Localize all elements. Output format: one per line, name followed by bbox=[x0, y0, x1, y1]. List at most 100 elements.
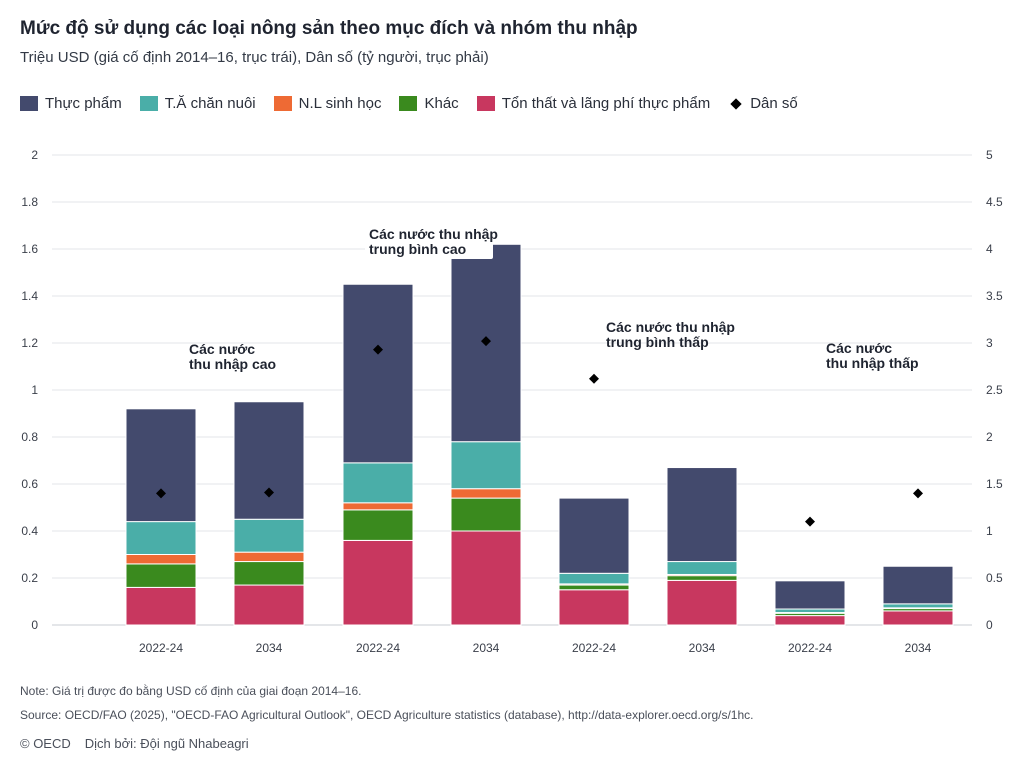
bar-segment-food bbox=[666, 467, 738, 563]
population-marker bbox=[481, 336, 491, 347]
group-label: thu nhập cao bbox=[189, 356, 276, 372]
legend-swatch-other bbox=[399, 96, 418, 111]
bar-segment-food bbox=[233, 401, 305, 520]
y2-tick-label: 4 bbox=[986, 242, 993, 256]
x-tick-label: 2034 bbox=[689, 641, 716, 655]
population-marker bbox=[373, 344, 383, 355]
bar-segment-other bbox=[342, 509, 414, 541]
legend-item-other[interactable]: Khác bbox=[399, 95, 459, 112]
y2-tick-label: 2 bbox=[986, 430, 993, 444]
bar-segment-loss bbox=[666, 579, 738, 626]
y2-tick-label: 4.5 bbox=[986, 195, 1003, 209]
population-marker bbox=[805, 516, 815, 527]
y-tick-label: 1 bbox=[31, 383, 38, 397]
legend-label-biofuel: N.L sinh học bbox=[298, 95, 382, 112]
bar-segment-loss bbox=[774, 615, 846, 626]
y-tick-label: 1.2 bbox=[21, 336, 38, 350]
bar-segment-biofuel bbox=[450, 488, 522, 499]
x-tick-label: 2022-24 bbox=[788, 641, 832, 655]
y-tick-label: 1.4 bbox=[21, 289, 38, 303]
y2-tick-label: 1.5 bbox=[986, 477, 1003, 491]
bar-segment-feed bbox=[125, 521, 197, 555]
population-marker bbox=[264, 487, 274, 498]
legend-item-feed[interactable]: T.Ă chăn nuôi bbox=[139, 95, 256, 112]
y-tick-label: 1.6 bbox=[21, 242, 38, 256]
y-tick-label: 0.4 bbox=[21, 524, 38, 538]
bar-segment-feed bbox=[558, 572, 630, 585]
legend-item-biofuel[interactable]: N.L sinh học bbox=[273, 95, 382, 112]
bar-segment-food bbox=[558, 497, 630, 574]
group-label: Các nước bbox=[189, 341, 255, 357]
bar-segment-feed bbox=[342, 462, 414, 504]
legend-label-population: Dân số bbox=[750, 95, 798, 112]
bar-segment-loss bbox=[450, 530, 522, 626]
x-tick-label: 2022-24 bbox=[356, 641, 400, 655]
legend-label-food: Thực phẩm bbox=[45, 95, 122, 112]
x-tick-label: 2034 bbox=[256, 641, 283, 655]
bar-segment-other bbox=[666, 575, 738, 581]
y-tick-label: 0.2 bbox=[21, 571, 38, 585]
y-tick-label: 0.8 bbox=[21, 430, 38, 444]
bar-segment-feed bbox=[666, 561, 738, 575]
population-marker bbox=[156, 488, 166, 499]
y2-tick-label: 0 bbox=[986, 618, 993, 632]
legend-label-feed: T.Ă chăn nuôi bbox=[164, 95, 256, 112]
x-tick-label: 2034 bbox=[905, 641, 932, 655]
group-label-background bbox=[365, 225, 493, 259]
bar-segment-feed bbox=[233, 518, 305, 553]
footer: © OECD Dịch bởi: Đội ngũ Nhabeagri bbox=[20, 736, 263, 751]
bar-segment-other bbox=[233, 561, 305, 586]
bar-segment-loss bbox=[558, 589, 630, 626]
chart-note: Note: Giá trị được đo bằng USD cố định c… bbox=[20, 684, 362, 698]
bar-segment-food bbox=[342, 283, 414, 464]
bar-segment-biofuel bbox=[125, 554, 197, 565]
legend-item-food[interactable]: Thực phẩm bbox=[20, 95, 122, 112]
y-tick-label: 2 bbox=[31, 148, 38, 162]
bar-segment-feed bbox=[882, 603, 954, 609]
legend-label-other: Khác bbox=[424, 95, 459, 112]
legend-swatch-food bbox=[20, 96, 38, 111]
legend-label-loss: Tổn thất và lãng phí thực phẩm bbox=[501, 95, 711, 112]
y2-tick-label: 2.5 bbox=[986, 383, 1003, 397]
group-label: Các nước thu nhập bbox=[369, 226, 498, 242]
group-label: Các nước thu nhập bbox=[606, 319, 735, 335]
bar-segment-food bbox=[125, 408, 197, 523]
bar-segment-loss bbox=[342, 539, 414, 626]
bar-segment-feed bbox=[450, 441, 522, 490]
bar-segment-other bbox=[450, 497, 522, 532]
x-tick-label: 2022-24 bbox=[139, 641, 183, 655]
chart-plot-area: 0 0.2 0.4 0.6 0.8 1 1.2 1.4 1.6 1.8 2 0 0.5 1 1.5 2 2.5 3… bbox=[21, 148, 1003, 655]
legend-item-population[interactable]: Dân số bbox=[728, 95, 798, 112]
bar-segment-food bbox=[882, 565, 954, 605]
y2-tick-label: 3 bbox=[986, 336, 993, 350]
bar-segment-biofuel bbox=[342, 502, 414, 511]
x-tick-label: 2034 bbox=[473, 641, 500, 655]
bar-segment-other bbox=[558, 584, 630, 591]
chart-legend: Thực phẩm T.Ă chăn nuôi N.L sinh học Khá… bbox=[20, 95, 816, 112]
legend-item-loss[interactable]: Tổn thất và lãng phí thực phẩm bbox=[476, 95, 711, 112]
y2-tick-label: 3.5 bbox=[986, 289, 1003, 303]
group-label: Các nước bbox=[826, 340, 892, 356]
bar-segment-feed bbox=[774, 608, 846, 614]
footer-translator: Dịch bởi: Đội ngũ Nhabeagri bbox=[84, 736, 249, 751]
y-tick-label: 1.8 bbox=[21, 195, 38, 209]
group-label: thu nhập thấp bbox=[826, 355, 919, 371]
legend-swatch-feed bbox=[139, 96, 158, 111]
y-tick-label: 0 bbox=[31, 618, 38, 632]
bar-segment-other bbox=[125, 563, 197, 588]
legend-swatch-biofuel bbox=[273, 96, 292, 111]
y2-tick-label: 5 bbox=[986, 148, 993, 162]
bar-segment-biofuel bbox=[233, 551, 305, 563]
group-label: trung bình thấp bbox=[606, 334, 709, 350]
bar-segment-loss bbox=[125, 586, 197, 626]
footer-copyright: © OECD bbox=[20, 736, 71, 751]
bar-segment-loss bbox=[882, 610, 954, 626]
y2-tick-label: 1 bbox=[986, 524, 993, 538]
legend-swatch-loss bbox=[476, 96, 495, 111]
chart-source: Source: OECD/FAO (2025), "OECD-FAO Agric… bbox=[20, 708, 754, 722]
bar-segment-loss bbox=[233, 584, 305, 626]
population-marker bbox=[913, 488, 923, 499]
y-tick-label: 0.6 bbox=[21, 477, 38, 491]
chart-title: Mức độ sử dụng các loại nông sản theo mụ… bbox=[20, 18, 638, 39]
x-tick-label: 2022-24 bbox=[572, 641, 616, 655]
